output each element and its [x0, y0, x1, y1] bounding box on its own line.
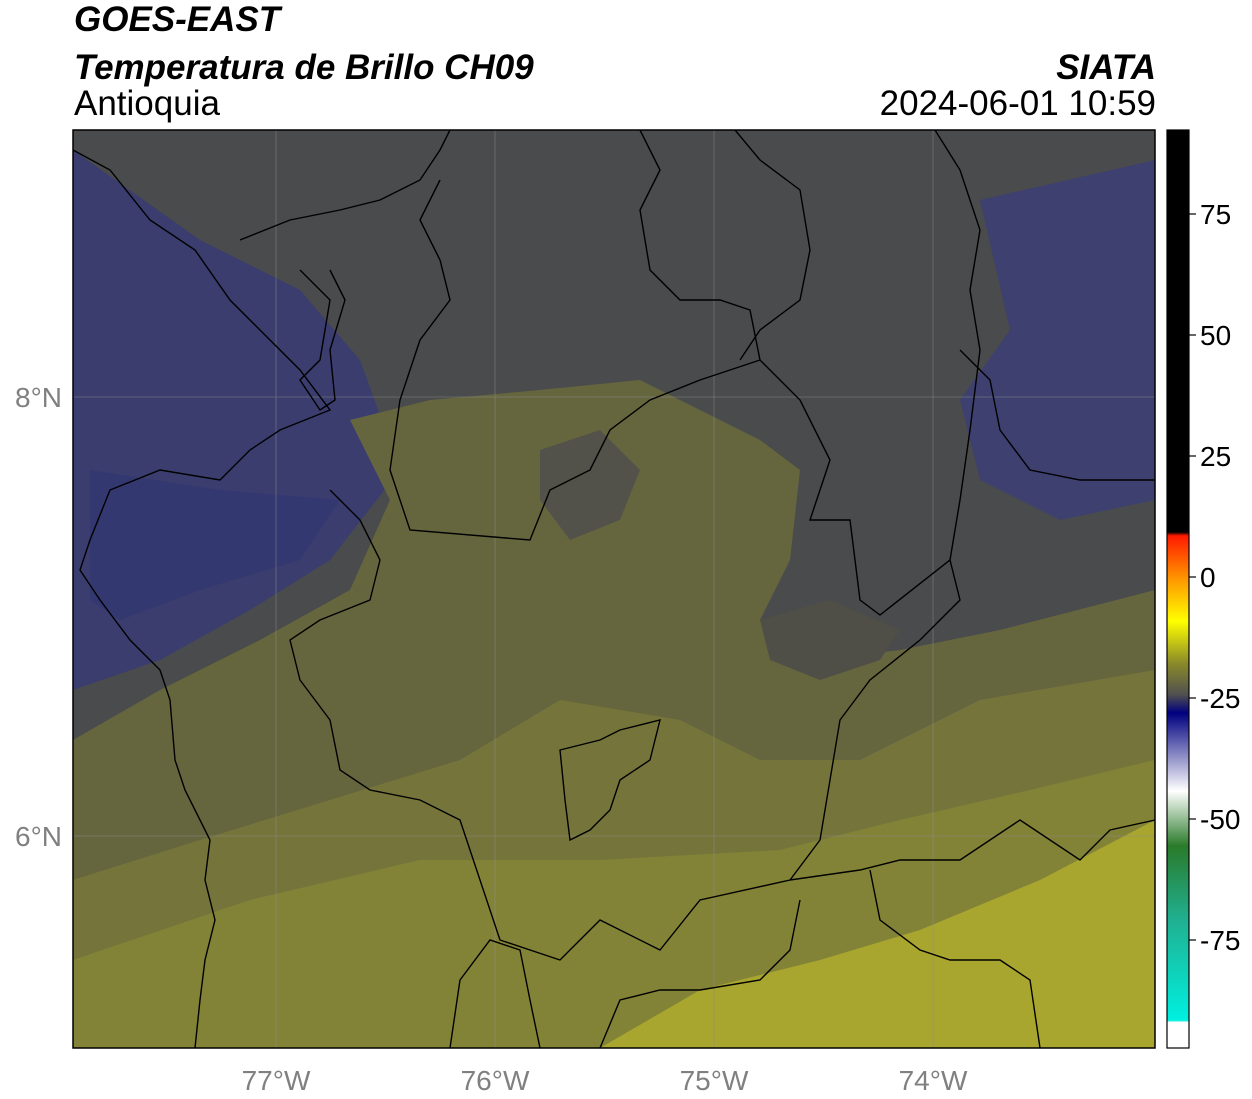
satellite-title: GOES-EAST	[74, 0, 281, 39]
municipality-cluster	[559, 719, 661, 842]
lon-label-75w: 75°W	[680, 1065, 749, 1096]
colorbar-label-minus50: -50	[1200, 804, 1240, 835]
department-border-southwest	[449, 939, 541, 1048]
colorbar-label-50: 50	[1200, 320, 1231, 351]
lon-label-76w: 76°W	[461, 1065, 530, 1096]
gulf-coast	[299, 269, 346, 411]
colorbar-label-minus75: -75	[1200, 925, 1240, 956]
colorbar	[1166, 129, 1190, 1049]
gray-patch-east	[760, 600, 900, 680]
political-borders	[73, 130, 1155, 1048]
colorbar-label-minus25: -25	[1200, 683, 1240, 714]
organization-label: SIATA	[1056, 48, 1156, 87]
cold-core-west	[90, 470, 340, 620]
department-border-south2	[599, 899, 801, 1048]
colorbar-label-75: 75	[1200, 199, 1231, 230]
department-border-south	[789, 819, 1155, 881]
region-label: Antioquia	[74, 84, 220, 123]
lon-label-77w: 77°W	[242, 1065, 311, 1096]
department-border-southeast	[869, 869, 1041, 1048]
temperature-field	[73, 130, 1155, 1048]
cold-region-northeast	[960, 160, 1155, 520]
warm-region-southeast	[600, 820, 1155, 1048]
department-border-east	[734, 130, 811, 361]
coastline-west	[73, 149, 332, 1048]
department-border-far-east	[959, 349, 1155, 481]
coast-north	[239, 130, 451, 241]
colorbar-label-25: 25	[1200, 441, 1231, 472]
product-title: Temperatura de Brillo CH09	[74, 48, 534, 87]
gray-patch-center	[540, 430, 640, 540]
department-border-east2	[934, 130, 981, 561]
lon-label-74w: 74°W	[899, 1065, 968, 1096]
map-frame	[72, 129, 1156, 1049]
colorbar-label-0: 0	[1200, 562, 1216, 593]
department-border-north	[639, 130, 761, 361]
lat-label-8n: 8°N	[15, 382, 62, 413]
lat-label-6n: 6°N	[15, 821, 62, 852]
colorbar-ticks	[1189, 213, 1196, 941]
antioquia-border	[289, 179, 961, 961]
datetime-label: 2024-06-01 10:59	[879, 84, 1156, 123]
